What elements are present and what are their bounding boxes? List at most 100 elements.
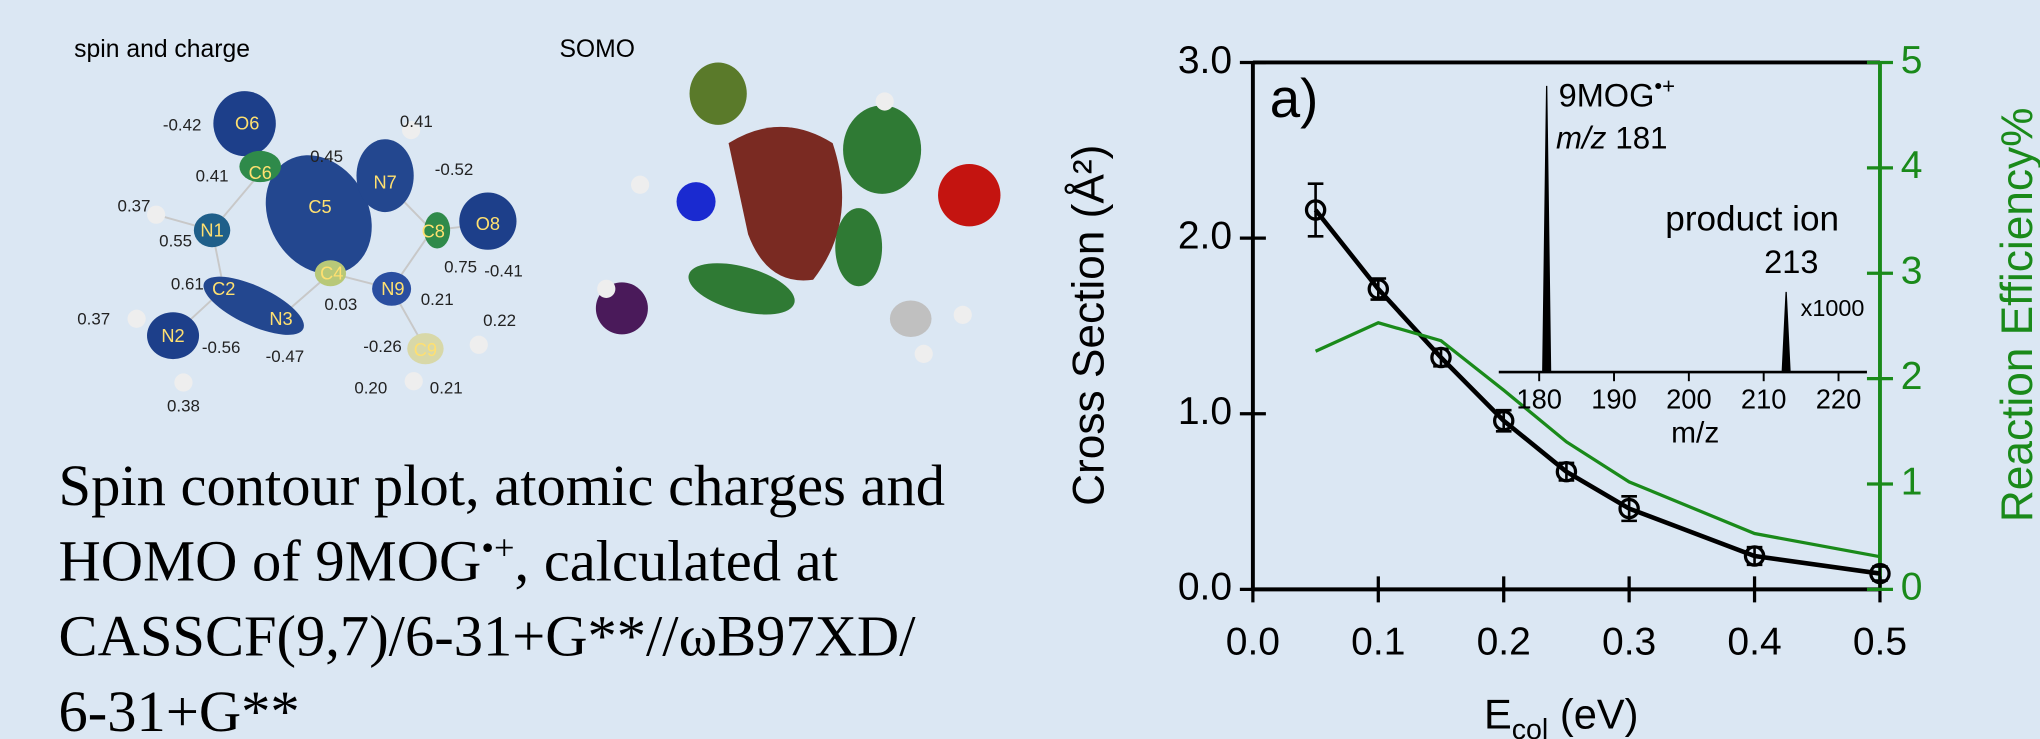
y2-tick-label: 0 — [1901, 566, 1923, 609]
atom-labels: O6 C6 N1 C5 N7 C8 O8 C4 N9 C2 N3 N2 C9 -0.42 0.41 0.41 0… — [77, 112, 523, 416]
charge-label: 0.20 — [354, 378, 387, 397]
inset-x-tick-label: 210 — [1741, 384, 1787, 415]
y2-axis-title: Reaction Efficiency% — [1993, 108, 2040, 523]
data-point — [1743, 545, 1766, 567]
spin-title: spin and charge — [74, 36, 250, 63]
y2-tick-label: 4 — [1901, 144, 1923, 187]
atom-label: N2 — [161, 326, 184, 346]
y2-tick-label: 3 — [1901, 250, 1923, 293]
y-tick-label: 0.0 — [1178, 566, 1232, 609]
caption-line: HOMO of 9MOG•+, calculated at — [59, 527, 838, 593]
data-point — [1618, 497, 1640, 520]
mz-italic: m/z — [1556, 120, 1607, 155]
atom-label: N3 — [269, 309, 292, 329]
data-point — [1492, 410, 1515, 432]
y2-tick-label: 5 — [1901, 39, 1923, 82]
x-tick-label: 0.5 — [1853, 620, 1907, 663]
charge-label: 0.75 — [444, 257, 477, 276]
charge-label: 0.21 — [430, 378, 463, 397]
somo-image — [595, 62, 1001, 363]
charge-label: -0.42 — [163, 116, 202, 135]
y2-tick-label: 2 — [1901, 355, 1923, 398]
atom-label: C8 — [422, 222, 445, 242]
y-tick-label: 1.0 — [1178, 390, 1232, 433]
data-point — [1430, 346, 1452, 369]
charge-label: -0.26 — [363, 337, 402, 356]
y-tick-label: 3.0 — [1178, 39, 1232, 82]
charge-label: -0.56 — [202, 338, 241, 357]
charge-label: 0.37 — [77, 310, 110, 329]
caption-line: CASSCF(9,7)/6-31+G**//ωB97XD/ — [59, 604, 917, 669]
caption: Spin contour plot, atomic charges and HO… — [59, 453, 945, 739]
data-point — [1304, 199, 1327, 221]
atom-label: C6 — [249, 163, 272, 183]
inset-x-axis-title: m/z — [1671, 416, 1719, 449]
x-tick-label: 0.1 — [1351, 620, 1405, 663]
atom-label: O6 — [235, 114, 259, 134]
atom-label: N9 — [381, 279, 404, 299]
x-tick-label: 0.4 — [1727, 620, 1781, 663]
x-tick-label: 0.3 — [1602, 620, 1656, 663]
spin-density-image — [127, 91, 517, 392]
inset-x-tick-label: 190 — [1591, 384, 1637, 415]
inset-x-tick-label: 200 — [1666, 384, 1712, 415]
x-axis-title-sub: col — [1512, 714, 1549, 739]
charge-label: 0.55 — [159, 231, 192, 250]
atom-label: C5 — [308, 197, 331, 217]
caption-text: HOMO of 9MOG — [59, 528, 482, 593]
charge-label: -0.47 — [266, 347, 305, 366]
inset-x-tick-label: 180 — [1516, 384, 1562, 415]
atom-label: C9 — [414, 340, 437, 360]
charge-label: 0.37 — [118, 196, 151, 215]
parent-ion-mz: m/z 181 — [1556, 120, 1667, 155]
x-tick-label: 0.0 — [1226, 620, 1280, 663]
atom-label: C2 — [212, 279, 235, 299]
charge-label: 0.21 — [421, 290, 454, 309]
x-axis-title: Ecol (eV) — [1484, 691, 1639, 739]
x-tick-label: 0.2 — [1477, 620, 1531, 663]
y2-tick-label: 1 — [1901, 460, 1923, 503]
spectrum-peak — [1781, 291, 1791, 373]
atom-label: C4 — [320, 263, 343, 283]
panel-label: a) — [1270, 68, 1319, 129]
parent-ion-label: 9MOG•+ — [1559, 74, 1675, 114]
atom-label: N1 — [200, 220, 223, 240]
atom-label: N7 — [373, 172, 396, 192]
atom-label: O8 — [476, 214, 500, 234]
caption-line: 6-31+G** — [59, 679, 300, 739]
scale-factor: x1000 — [1801, 295, 1865, 321]
x-axis-title-unit: (eV) — [1548, 691, 1638, 738]
caption-line: Spin contour plot, atomic charges and — [59, 453, 945, 518]
inset-x-tick-label: 220 — [1816, 384, 1862, 415]
charge-label: 0.61 — [171, 274, 204, 293]
product-ion-label: product ion — [1665, 199, 1839, 238]
y-tick-label: 2.0 — [1178, 214, 1232, 257]
charge-label: 0.41 — [400, 112, 433, 131]
x-axis-title-main: E — [1484, 691, 1512, 738]
charge-label: -0.52 — [435, 160, 474, 179]
data-point — [1869, 562, 1891, 585]
spectrum-peak — [1542, 85, 1552, 373]
data-point — [1367, 278, 1390, 300]
y-axis-title: Cross Section (Å²) — [1064, 145, 1113, 506]
product-ion-mz: 213 — [1764, 244, 1818, 280]
caption-superscript: •+ — [481, 527, 514, 567]
error-bar — [1307, 182, 1324, 238]
parent-ion-name: 9MOG — [1559, 78, 1655, 114]
orbital-title: SOMO — [559, 36, 635, 63]
charge-label: -0.41 — [484, 261, 523, 280]
series-line — [1313, 208, 1881, 576]
charge-label: 0.38 — [167, 397, 200, 416]
charge-label: 0.22 — [483, 311, 516, 330]
charge-label: 0.03 — [324, 295, 357, 314]
caption-text: , calculated at — [515, 528, 838, 593]
charge-label: 0.45 — [310, 147, 343, 166]
data-point — [1555, 460, 1578, 483]
mz-value: 181 — [1615, 120, 1667, 155]
series-line — [1314, 321, 1881, 559]
parent-ion-charge: •+ — [1654, 74, 1675, 99]
charge-label: 0.41 — [196, 166, 229, 185]
